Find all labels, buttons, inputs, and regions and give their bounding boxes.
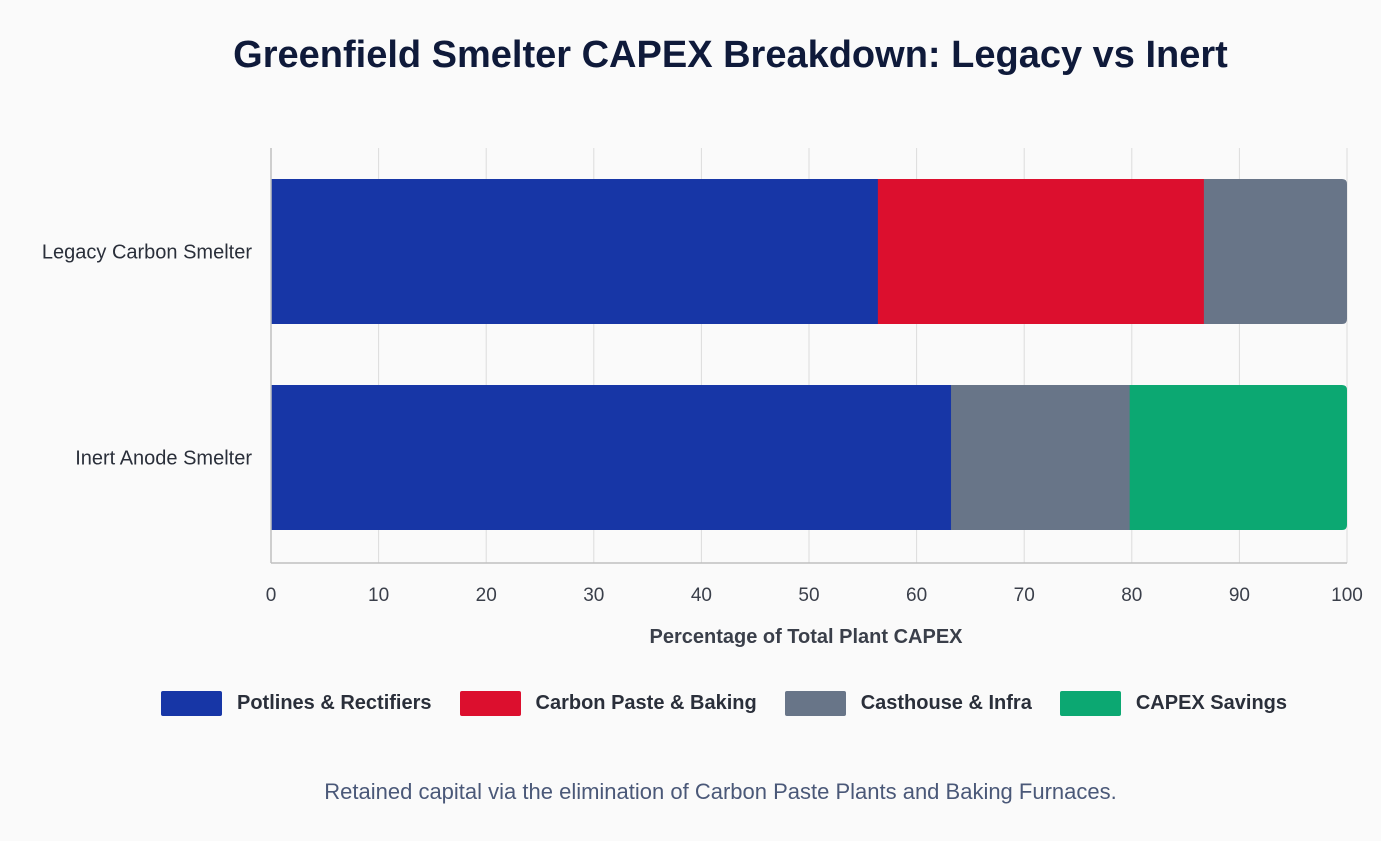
x-tick-label: 40 (691, 585, 712, 606)
chart-area: 0 10 20 30 40 50 60 70 80 90 100 Legacy Carbon Smel… (42, 148, 1363, 649)
bar-segment (1203, 179, 1347, 324)
x-tick-label: 20 (476, 585, 497, 606)
bar-segment (271, 179, 879, 324)
x-tick-label: 80 (1121, 585, 1142, 606)
bar-segment (877, 179, 1205, 324)
legend-swatch (459, 691, 521, 716)
x-tick-label: 60 (906, 585, 927, 606)
labels: 0 10 20 30 40 50 60 70 80 90 100 Legacy Carbon Smel… (42, 242, 1363, 649)
legend-item: Casthouse & Infra (784, 691, 1032, 716)
legend-label: Carbon Paste & Baking (535, 692, 757, 714)
category-label: Legacy Carbon Smelter (42, 242, 252, 264)
category-label: Inert Anode Smelter (75, 448, 252, 470)
legend-item: Potlines & Rectifiers (161, 691, 432, 716)
legend-label: Casthouse & Infra (860, 692, 1032, 714)
page-title: Greenfield Smelter CAPEX Breakdown: Lega… (233, 34, 1228, 76)
legend-label: Potlines & Rectifiers (237, 692, 432, 714)
bar-segment (271, 385, 952, 530)
x-tick-label: 70 (1014, 585, 1035, 606)
legend-label: CAPEX Savings (1135, 692, 1288, 714)
x-axis-title: Percentage of Total Plant CAPEX (649, 626, 963, 648)
x-tick-label: 90 (1229, 585, 1250, 606)
legend-swatch (1059, 691, 1121, 716)
chart-caption: Retained capital via the elimination of … (324, 779, 1117, 804)
x-tick-label: 10 (368, 585, 389, 606)
legend-swatch (784, 691, 846, 716)
bar-segment (951, 385, 1131, 530)
chart-legend: Potlines & Rectifiers Carbon Paste & Baki… (161, 691, 1315, 716)
stacked-bar-chart: 0 10 20 30 40 50 60 70 80 90 100 Legacy Carbon Smel… (42, 148, 1363, 649)
x-tick-label: 0 (266, 585, 277, 606)
legend-swatch (161, 691, 222, 716)
legend-item: CAPEX Savings (1059, 691, 1288, 716)
x-tick-label: 50 (798, 585, 819, 606)
axes (270, 148, 1347, 564)
bar-segments (271, 179, 1347, 530)
x-tick-label: 30 (583, 585, 604, 606)
x-tick-label: 100 (1331, 585, 1363, 606)
bar-segment (1129, 385, 1347, 530)
legend-item: Carbon Paste & Baking (459, 691, 757, 716)
